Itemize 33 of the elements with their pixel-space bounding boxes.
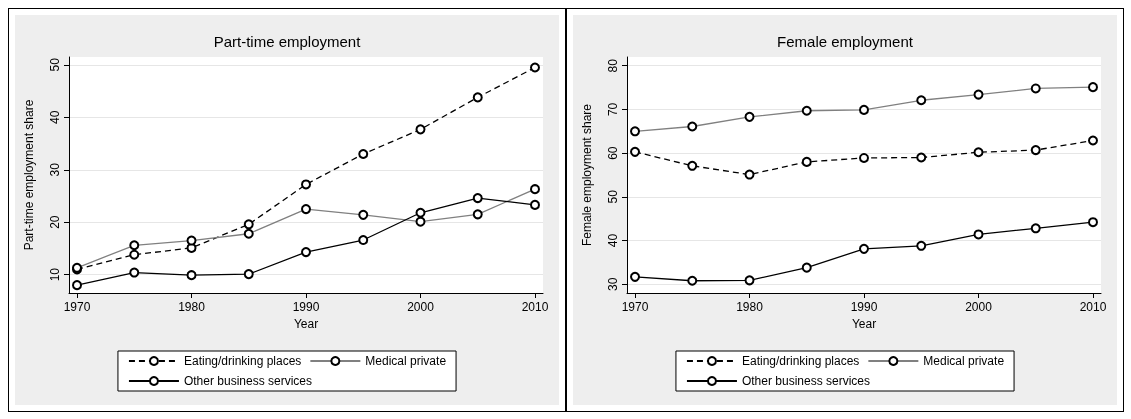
legend-label: Medical private <box>365 354 447 368</box>
chart-title: Part-time employment <box>213 33 362 50</box>
y-tick-label: 60 <box>606 146 620 160</box>
legend-label: Other business services <box>183 374 313 388</box>
legend-label: Eating/drinking places <box>183 354 302 368</box>
y-tick-label: 50 <box>48 57 62 72</box>
x-tick-label: 1970 <box>621 300 649 314</box>
y-tick-label: 80 <box>606 58 620 73</box>
y-axis-title: Part-time employment share <box>22 99 36 251</box>
y-tick-label: 50 <box>606 189 620 204</box>
y-tick-label: 70 <box>606 102 620 117</box>
x-tick-label: 1970 <box>63 300 91 314</box>
chart-title: Female employment <box>777 33 914 50</box>
legend-label: Medical private <box>923 354 1005 368</box>
x-tick-label: 1980 <box>178 300 206 314</box>
y-tick-label: 30 <box>48 162 62 177</box>
x-tick-label: 2010 <box>521 300 549 314</box>
y-tick-label: 20 <box>48 215 62 229</box>
y-tick-label: 40 <box>606 233 620 248</box>
x-tick-label: 1980 <box>736 300 764 314</box>
x-tick-label: 2000 <box>965 300 993 314</box>
y-tick-label: 40 <box>48 110 62 124</box>
y-axis-title: Female employment share <box>580 103 594 247</box>
legend-label: Other business services <box>741 374 871 388</box>
x-axis-title: Year <box>851 316 877 331</box>
x-tick-label: 1990 <box>292 300 320 314</box>
legend-label: Eating/drinking places <box>741 354 860 368</box>
x-axis-title: Year <box>293 316 319 331</box>
y-tick-label: 30 <box>606 277 620 291</box>
x-tick-label: 2010 <box>1079 300 1107 314</box>
y-tick-label: 10 <box>48 267 62 282</box>
x-tick-label: 1990 <box>850 300 878 314</box>
x-tick-label: 2000 <box>407 300 435 314</box>
